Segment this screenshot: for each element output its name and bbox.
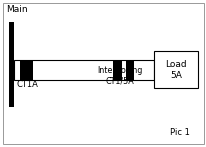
Bar [14, 60, 153, 80]
Bar [9, 22, 14, 107]
Bar [112, 60, 121, 80]
Bar [20, 60, 33, 80]
Text: Main: Main [6, 5, 27, 14]
Bar [125, 60, 133, 80]
Text: Interposing
CT1/5A: Interposing CT1/5A [97, 66, 142, 85]
Text: CT1A: CT1A [17, 80, 39, 89]
Text: Load
5A: Load 5A [164, 60, 186, 80]
Bar [153, 51, 197, 88]
Text: Pic 1: Pic 1 [169, 128, 189, 137]
